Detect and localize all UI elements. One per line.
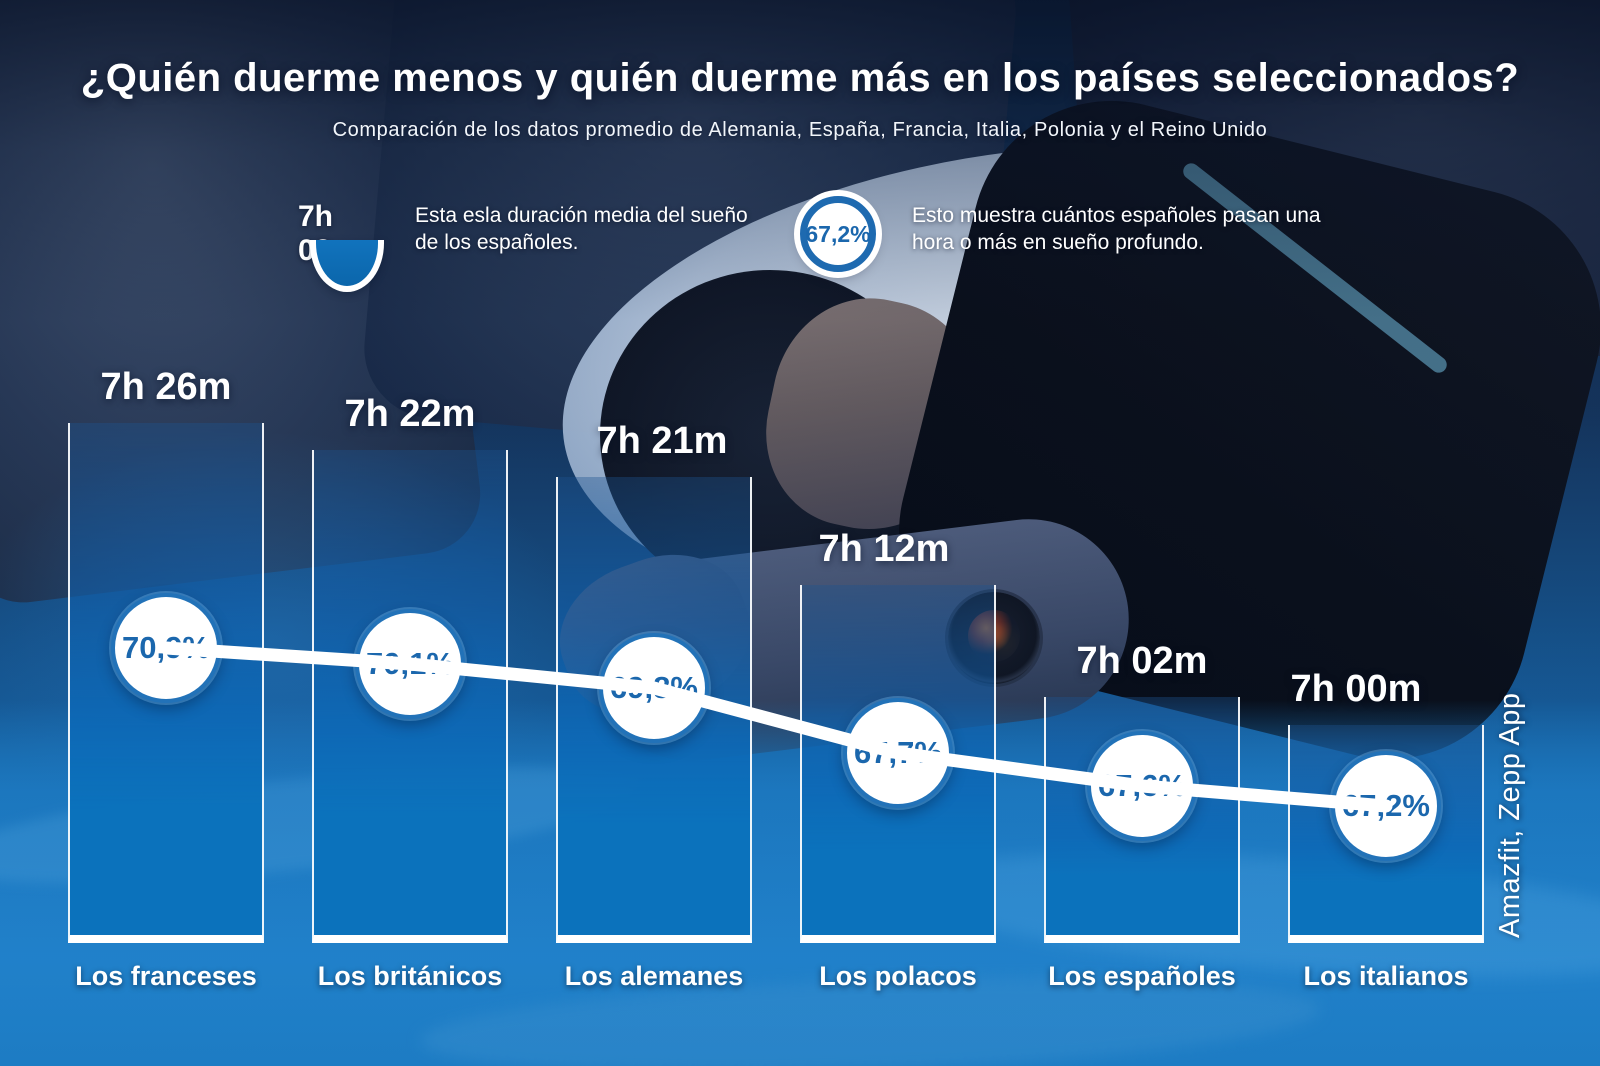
page-subtitle: Comparación de los datos promedio de Ale…: [332, 119, 1268, 141]
country-label-los-italianos: Los italianos: [1303, 961, 1469, 991]
duration-label-los-brit-nicos: 7h 22m: [344, 393, 476, 435]
duration-label-los-polacos: 7h 12m: [818, 528, 950, 570]
country-label-los-franceses: Los franceses: [75, 961, 257, 991]
duration-label-los-alemanes: 7h 21m: [596, 420, 728, 462]
header: ¿Quién duerme menos y quién duerme más e…: [0, 56, 1600, 142]
country-label-los-espa-oles: Los españoles: [1048, 961, 1236, 991]
country-label-los-polacos: Los polacos: [819, 961, 977, 991]
page-title: ¿Quién duerme menos y quién duerme más e…: [80, 56, 1520, 100]
circle-sample-icon: 67,2%: [800, 196, 876, 272]
duration-label-los-italianos: 7h 00m: [1290, 668, 1422, 710]
trend-line-path: [159, 641, 1393, 813]
legend-duration-description: Esta esla duración media del sueño de lo…: [415, 204, 748, 254]
country-label-los-brit-nicos: Los británicos: [317, 961, 503, 991]
legend-deep-sleep-description: Esto muestra cuántos españoles pasan una…: [912, 204, 1321, 254]
duration-label-los-espa-oles: 7h 02m: [1076, 640, 1208, 682]
source-credit: Amazfit, Zepp App: [1494, 692, 1526, 938]
duration-label-los-franceses: 7h 26m: [100, 366, 232, 408]
legend-deep-sleep-value: 67,2%: [805, 220, 871, 247]
country-label-los-alemanes: Los alemanes: [564, 961, 744, 991]
